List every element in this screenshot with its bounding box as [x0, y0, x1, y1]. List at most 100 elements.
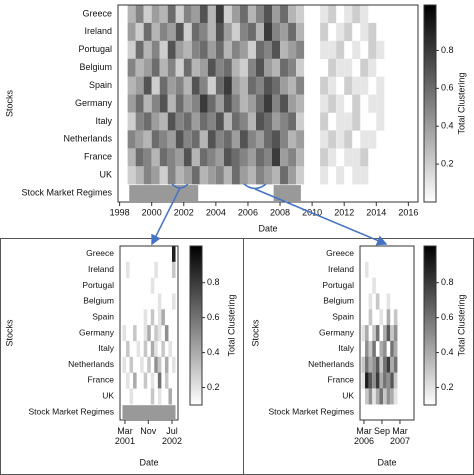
row-label: UK: [99, 170, 112, 180]
heat-cell: [368, 372, 373, 389]
heat-cell: [167, 112, 176, 131]
heat-cell: [365, 277, 369, 294]
heat-cell: [247, 22, 256, 42]
colorbar-tick-label: 0.6: [207, 312, 220, 322]
heat-cell: [199, 76, 208, 95]
heat-cell: [167, 5, 176, 24]
heat-cell: [320, 148, 329, 167]
heat-cell: [215, 76, 224, 95]
row-label: Netherlands: [308, 359, 354, 369]
heat-cell: [175, 112, 184, 131]
colorbar-tick-label: 0.4: [441, 121, 454, 131]
heat-cell: [207, 40, 216, 60]
heat-cell: [191, 40, 200, 60]
heat-cell: [129, 277, 134, 294]
heat-cell: [365, 261, 369, 278]
heat-cell: [296, 112, 305, 131]
heat-cell: [376, 76, 385, 95]
heat-cell: [368, 130, 377, 149]
heat-cell: [320, 5, 329, 24]
heat-cell: [157, 309, 162, 326]
heat-cell: [168, 388, 172, 405]
heat-cell: [320, 40, 329, 60]
heat-cell: [352, 5, 361, 24]
heat-cell: [383, 325, 387, 342]
heat-cell: [143, 372, 148, 389]
heat-cell: [231, 76, 240, 95]
heat-cell: [147, 325, 151, 342]
heat-cell: [150, 372, 155, 389]
x-tick-label: 2012: [334, 207, 354, 217]
heat-cell: [320, 112, 329, 131]
heat-cell: [239, 40, 248, 60]
heat-cell: [372, 277, 376, 294]
heat-cell: [167, 58, 176, 77]
heat-cell: [183, 166, 192, 185]
heat-cell: [383, 388, 387, 405]
heat-cell: [376, 40, 385, 60]
heat-cell: [280, 58, 289, 77]
heat-cell: [365, 388, 369, 405]
heat-cell: [157, 325, 162, 342]
x-tick-label: 2002: [174, 207, 194, 217]
heat-cell: [375, 325, 380, 342]
heat-cell: [143, 5, 152, 24]
heat-cell: [280, 112, 289, 131]
heat-cell: [161, 277, 165, 294]
heat-cell: [328, 58, 337, 77]
heat-cell: [328, 5, 337, 24]
heat-cell: [223, 112, 232, 131]
x-tick-label: 2000: [142, 207, 162, 217]
colorbar-tick-label: 0.4: [207, 347, 220, 357]
heat-cell: [263, 112, 273, 131]
heat-cell: [368, 356, 373, 373]
heat-cell: [263, 94, 273, 113]
heat-cell: [288, 40, 297, 60]
heat-cell: [344, 58, 353, 77]
heat-cell: [272, 22, 281, 42]
heat-cell: [159, 94, 168, 113]
row-label: Greece: [326, 248, 354, 258]
heat-cell: [393, 340, 398, 358]
heat-cell: [207, 76, 216, 95]
heat-cell: [191, 130, 200, 149]
heat-cell: [372, 372, 376, 389]
heat-cell: [191, 148, 200, 167]
heat-cell: [288, 148, 297, 167]
regime: [122, 405, 176, 419]
heat-cell: [336, 112, 345, 131]
x-tick-label: Sep: [373, 426, 390, 436]
arrow: [254, 188, 388, 246]
heat-cell: [368, 309, 373, 326]
heat-cell: [336, 58, 345, 77]
x-axis-label: Date: [258, 223, 277, 233]
bracket: [243, 183, 267, 190]
x-tick-label: 1998: [110, 207, 130, 217]
heat-cell: [393, 388, 398, 405]
x-tick-label: 2006: [238, 207, 258, 217]
heat-cell: [207, 166, 216, 185]
heat-cell: [239, 76, 248, 95]
row-label: Belgium: [323, 296, 354, 306]
x-tick-label: 2016: [398, 207, 418, 217]
heat-cell: [239, 166, 248, 185]
heat-cell: [151, 22, 160, 42]
heat-cell: [223, 166, 232, 185]
heat-cell: [191, 166, 200, 185]
heat-cell: [126, 261, 130, 278]
heat-cell: [336, 130, 345, 149]
heat-cell: [280, 148, 289, 167]
heat-cell: [231, 166, 240, 185]
y-axis-label: Stocks: [250, 319, 260, 347]
heat-cell: [372, 388, 376, 405]
heat-cell: [175, 22, 184, 42]
heat-cell: [344, 5, 353, 24]
row-label: Spain: [332, 311, 354, 321]
heat-cell: [129, 388, 134, 405]
heat-cell: [207, 58, 216, 77]
heat-cell: [288, 58, 297, 77]
row-label: Spain: [92, 311, 114, 321]
heat-cell: [239, 148, 248, 167]
plot-frame: [359, 245, 415, 421]
